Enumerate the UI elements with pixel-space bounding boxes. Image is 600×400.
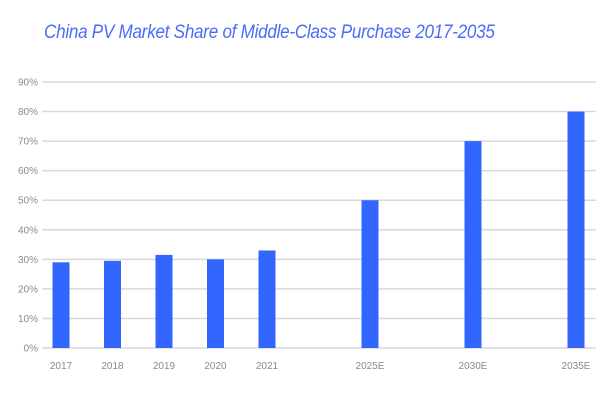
bar-2021 <box>258 250 276 348</box>
bar-2019 <box>155 254 173 348</box>
y-tick-label: 50% <box>18 196 38 207</box>
y-tick-label: 20% <box>18 284 38 295</box>
y-tick-label: 10% <box>18 314 38 325</box>
bar-2018 <box>104 260 121 348</box>
bar-2030E <box>464 141 482 348</box>
y-tick-label: 90% <box>18 78 38 89</box>
bar-2020 <box>207 259 224 348</box>
x-tick-label: 2021 <box>256 361 279 372</box>
bar-2017 <box>52 262 70 348</box>
y-tick-label: 60% <box>18 166 38 177</box>
bar-2035E <box>567 111 585 348</box>
y-tick-label: 40% <box>18 225 38 236</box>
x-tick-label: 2020 <box>204 361 227 372</box>
y-tick-label: 30% <box>18 255 38 266</box>
y-tick-label: 80% <box>18 107 38 118</box>
x-tick-label: 2018 <box>101 361 124 372</box>
chart-title: China PV Market Share of Middle-Class Pu… <box>44 22 495 43</box>
x-tick-label: 2019 <box>153 361 176 372</box>
y-tick-label: 0% <box>24 344 39 355</box>
y-tick-label: 70% <box>18 137 38 148</box>
bar-2025E <box>361 200 379 348</box>
x-tick-label: 2030E <box>459 361 488 372</box>
x-tick-label: 2017 <box>50 361 73 372</box>
x-tick-label: 2035E <box>562 361 591 372</box>
x-tick-label: 2025E <box>356 361 385 372</box>
